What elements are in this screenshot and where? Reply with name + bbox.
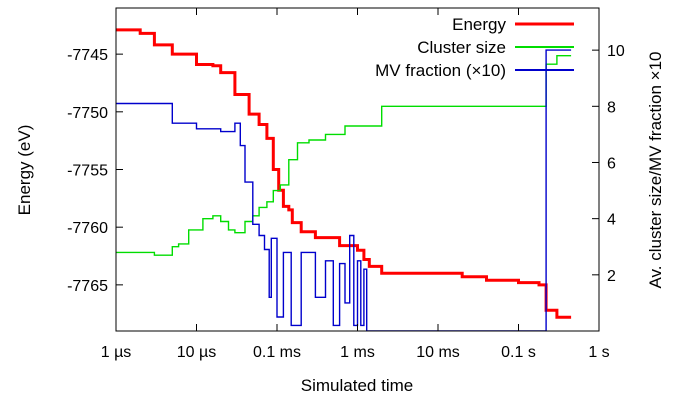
y-axis-right: 2 4 6 8 10 — [592, 43, 625, 285]
series-line-3 — [116, 49, 572, 331]
y-axis-label: Energy (eV) — [15, 125, 34, 216]
legend-label-3: MV fraction (×10) — [375, 61, 506, 80]
series-layer — [116, 28, 572, 331]
y2-tick-label: 4 — [607, 212, 616, 229]
y-axis-left: -7745 -7750 -7755 -7760 -7765 — [67, 47, 123, 295]
y-tick-label: -7755 — [67, 163, 108, 180]
y2-axis-label: Av. cluster size/MV fraction ×10 — [646, 52, 665, 289]
x-tick-label: 1 µs — [101, 344, 132, 361]
y2-tick-label: 8 — [607, 99, 616, 116]
y-tick-label: -7760 — [67, 220, 108, 237]
y-tick-label: -7750 — [67, 105, 108, 122]
x-tick-label: 0.1 ms — [253, 344, 301, 361]
legend-label-2: Cluster size — [417, 38, 506, 57]
plot-area — [115, 7, 600, 332]
y2-tick-label: 10 — [607, 43, 625, 60]
y-tick-label: -7745 — [67, 47, 108, 64]
y2-tick-label: 6 — [607, 155, 616, 172]
x-tick-label: 10 µs — [177, 344, 216, 361]
legend-label-1: Energy — [452, 15, 506, 34]
x-tick-label: 1 ms — [340, 344, 375, 361]
x-tick-label: 10 ms — [416, 344, 460, 361]
x-axis: 1 µs 10 µs 0.1 ms 1 ms 10 ms 0.1 s 1 s — [101, 8, 610, 361]
x-axis-label: Simulated time — [301, 376, 413, 395]
x-tick-label: 1 s — [588, 344, 609, 361]
y2-tick-label: 2 — [607, 268, 616, 285]
legend: Energy Cluster size MV fraction (×10) — [375, 15, 574, 80]
series-line-2 — [116, 55, 572, 256]
y-tick-label: -7765 — [67, 278, 108, 295]
series-line-1 — [116, 28, 572, 319]
x-tick-label: 0.1 s — [501, 344, 536, 361]
